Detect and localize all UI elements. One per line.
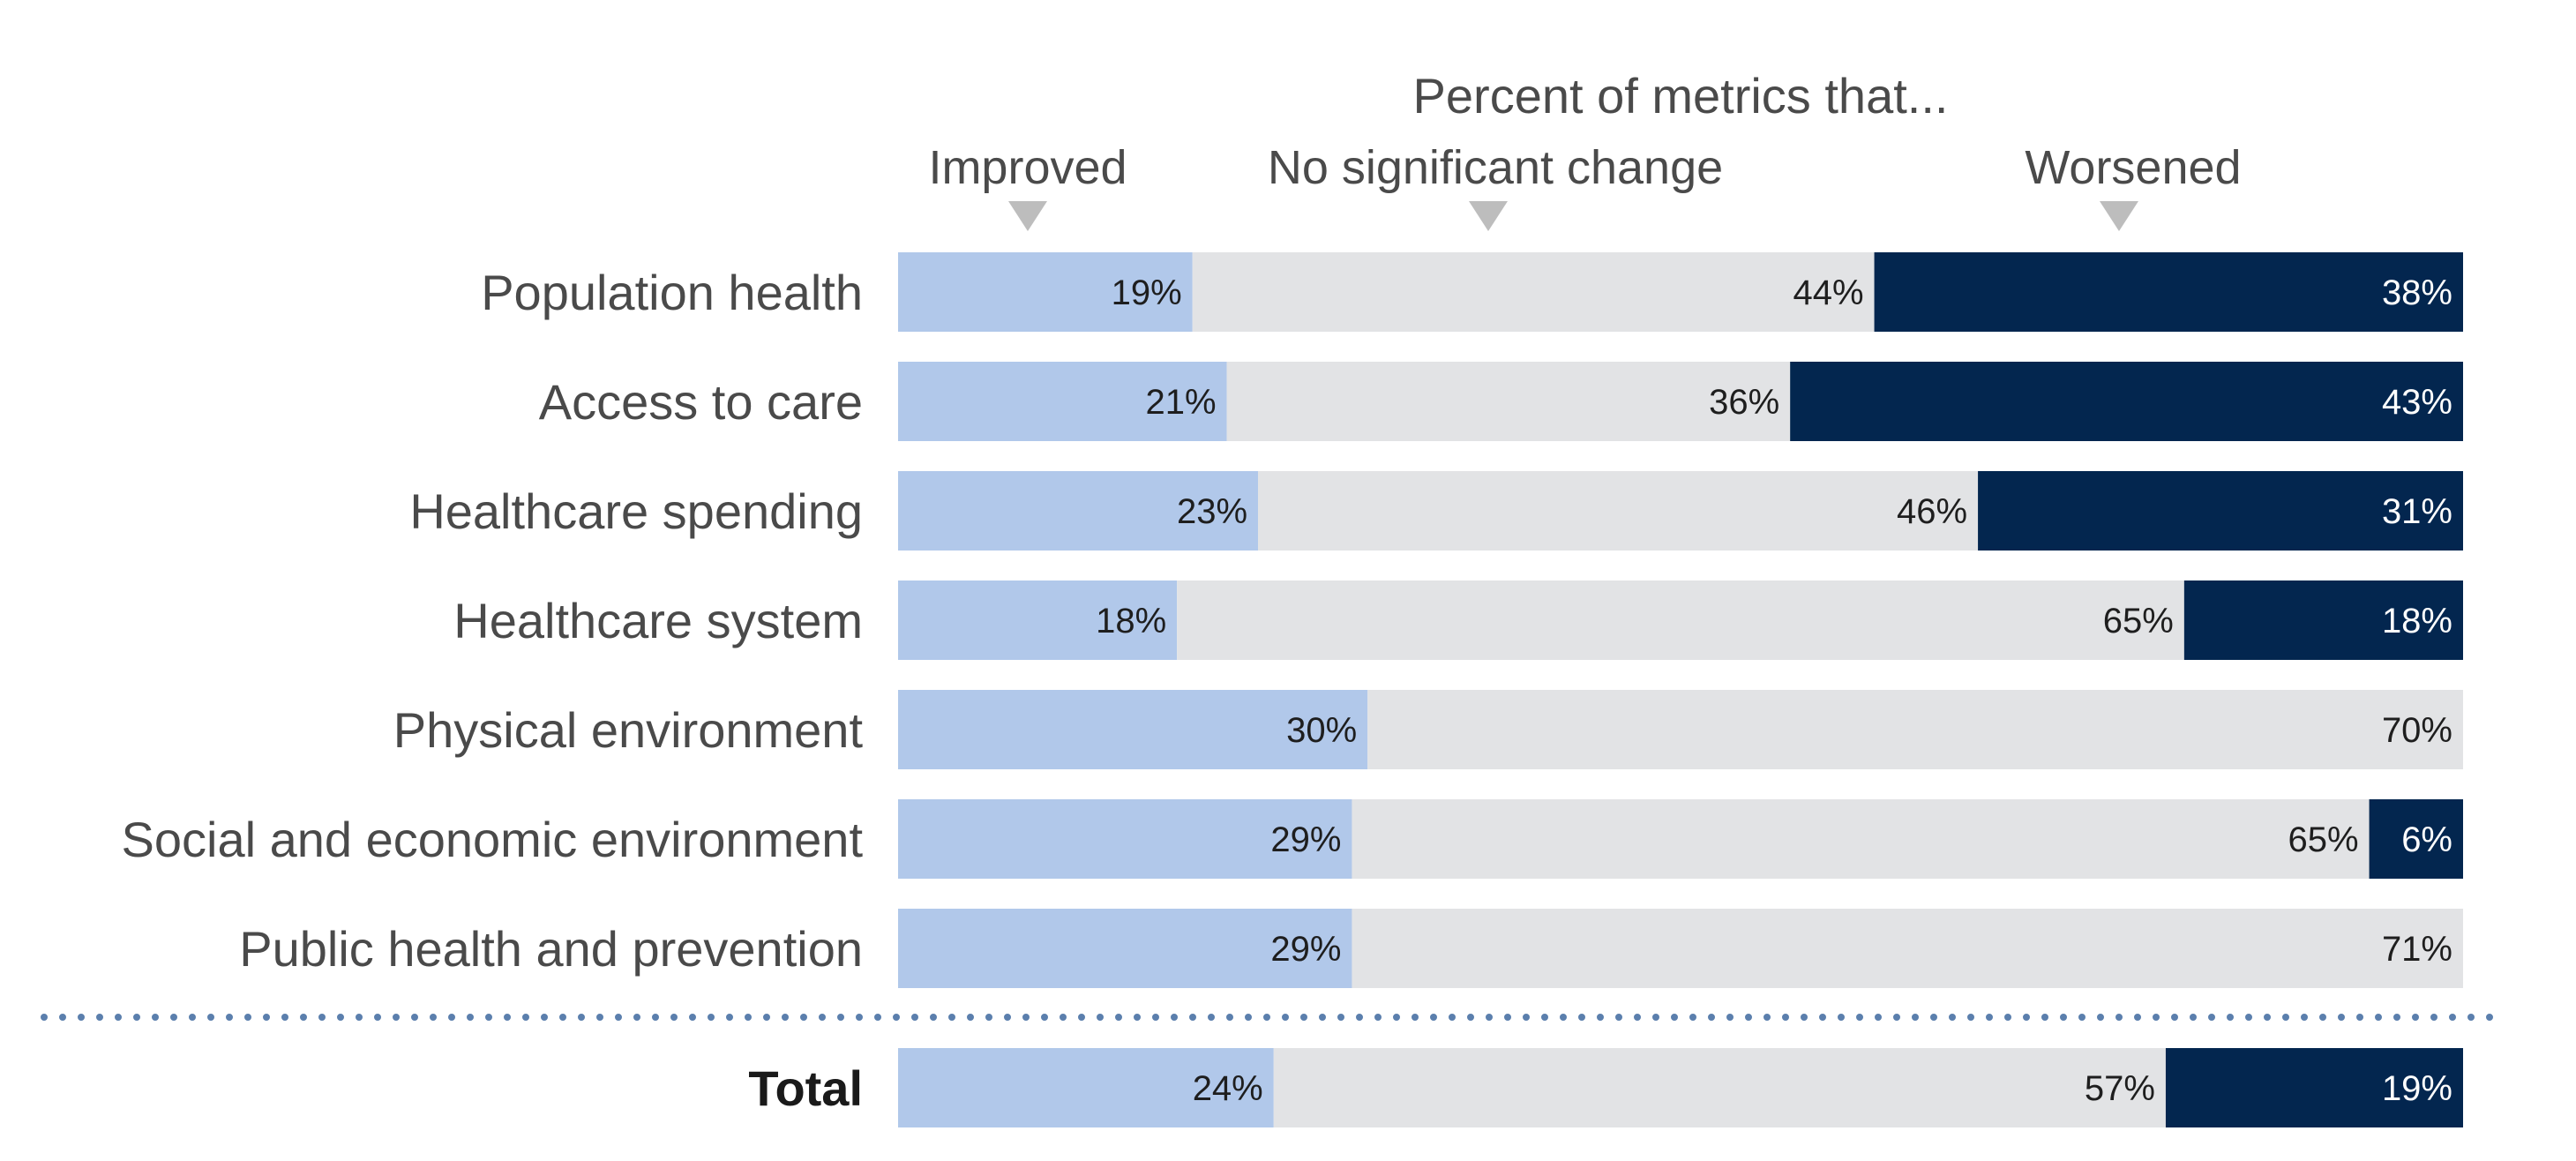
total-row: Total 24% 57% 19% xyxy=(748,1048,2463,1127)
row-1-improved-bar xyxy=(898,362,1227,441)
row-6-no-change-value: 71% xyxy=(2382,930,2452,969)
row-6-improved-bar xyxy=(898,909,1352,988)
row-0-label: Population health xyxy=(481,265,863,320)
row-6-no-change-bar xyxy=(1352,909,2463,988)
row-5-improved-bar xyxy=(898,799,1352,879)
row-2-improved-bar xyxy=(898,471,1259,551)
row-3-label: Healthcare system xyxy=(453,593,863,648)
row-6-label: Public health and prevention xyxy=(239,921,863,977)
total-improved-bar xyxy=(898,1048,1274,1127)
row-0-worsened-value: 38% xyxy=(2382,273,2452,312)
row-1-worsened-value: 43% xyxy=(2382,383,2452,422)
row-4-improved-value: 30% xyxy=(1286,711,1357,750)
row-4-label: Physical environment xyxy=(393,702,864,758)
row-0-improved-value: 19% xyxy=(1112,273,1182,312)
total-no-change-value: 57% xyxy=(2085,1069,2155,1108)
row-5-label: Social and economic environment xyxy=(122,812,864,867)
row-4-no-change-value: 70% xyxy=(2382,711,2452,750)
header-improved: Improved xyxy=(928,141,1127,194)
row-0-worsened-bar xyxy=(1874,252,2463,332)
row-1-no-change-bar xyxy=(1226,362,1791,441)
chart-title: Percent of metrics that... xyxy=(1413,68,1949,124)
row-2-improved-value: 23% xyxy=(1177,492,1247,531)
row-3-no-change-value: 65% xyxy=(2103,602,2174,640)
row-3-worsened-value: 18% xyxy=(2382,602,2452,640)
row-2-worsened-bar xyxy=(1978,471,2463,551)
row-5-worsened-value: 6% xyxy=(2401,820,2452,859)
row-3-improved-value: 18% xyxy=(1096,602,1166,640)
row-6-improved-value: 29% xyxy=(1270,930,1341,969)
row-3-worsened-bar xyxy=(2183,580,2463,660)
header-worsened: Worsened xyxy=(2025,141,2241,194)
total-worsened-bar xyxy=(2165,1048,2463,1127)
row-3-improved-bar xyxy=(898,580,1178,660)
row-1-improved-value: 21% xyxy=(1145,383,1216,422)
row-5-no-change-bar xyxy=(1352,799,2370,879)
row-1-no-change-value: 36% xyxy=(1709,383,1779,422)
row-0-no-change-value: 44% xyxy=(1793,273,1863,312)
row-0-improved-bar xyxy=(898,252,1193,332)
row-2-label: Healthcare spending xyxy=(409,483,863,539)
total-label: Total xyxy=(748,1060,863,1116)
row-5-improved-value: 29% xyxy=(1270,820,1341,859)
row-3-no-change-bar xyxy=(1177,580,2184,660)
header-no-change: No significant change xyxy=(1268,141,1723,194)
no-change-arrow-icon xyxy=(1469,201,1508,231)
row-5-no-change-value: 65% xyxy=(2288,820,2358,859)
row-4-improved-bar xyxy=(898,690,1368,769)
row-5-worsened-bar xyxy=(2369,799,2463,879)
row-0-no-change-bar xyxy=(1192,252,1875,332)
bar-rows: Population health 19% 44% 38% Access to care… xyxy=(122,252,2463,988)
total-improved-value: 24% xyxy=(1193,1069,1263,1108)
total-worsened-value: 19% xyxy=(2382,1069,2452,1108)
series-headers: Improved No significant change Worsened xyxy=(928,141,2242,231)
row-2-no-change-bar xyxy=(1258,471,1979,551)
total-no-change-bar xyxy=(1273,1048,2166,1127)
row-2-no-change-value: 46% xyxy=(1897,492,1967,531)
row-1-worsened-bar xyxy=(1790,362,2463,441)
row-4-no-change-bar xyxy=(1367,690,2463,769)
improved-arrow-icon xyxy=(1008,201,1047,231)
row-1-label: Access to care xyxy=(539,374,863,430)
row-2-worsened-value: 31% xyxy=(2382,492,2452,531)
worsened-arrow-icon xyxy=(2100,201,2138,231)
